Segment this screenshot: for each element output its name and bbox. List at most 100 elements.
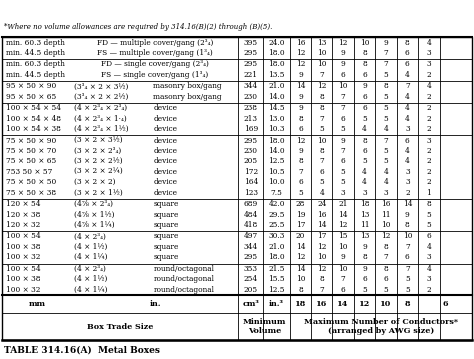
Text: square: square [154,200,179,208]
Text: 5: 5 [405,285,410,294]
Text: 5: 5 [362,115,367,123]
Text: 3: 3 [383,188,388,197]
Text: 4: 4 [362,178,367,186]
Text: 6: 6 [362,104,367,112]
Text: 4: 4 [405,93,410,101]
Text: (3 × 2 × 1½): (3 × 2 × 1½) [73,188,122,197]
Text: 10: 10 [317,49,327,57]
Text: 8: 8 [405,300,410,308]
Text: 5: 5 [383,115,388,123]
Text: 4: 4 [405,71,410,79]
Text: 4: 4 [427,265,431,273]
Text: 5: 5 [383,157,388,165]
Text: (3 × 2 × 3½): (3 × 2 × 3½) [73,136,122,145]
Text: 4: 4 [427,243,431,251]
Text: 5: 5 [341,168,346,176]
Text: 10.5: 10.5 [268,168,285,176]
Text: 5: 5 [362,157,367,165]
Text: 120 × 54: 120 × 54 [6,200,41,208]
Text: 12: 12 [317,243,327,251]
Text: 18.0: 18.0 [268,136,285,145]
Text: square: square [154,221,179,229]
Text: cm³: cm³ [242,300,259,308]
Text: 7: 7 [341,275,346,283]
Text: 120 × 38: 120 × 38 [6,210,41,219]
Text: 3: 3 [427,253,431,261]
Text: 75 × 50 × 50: 75 × 50 × 50 [6,178,56,186]
Text: *Where no volume allowances are required by 314.16(B)(2) through (B)(5).: *Where no volume allowances are required… [4,23,272,31]
Text: (3³₄ × 2 × 3½): (3³₄ × 2 × 3½) [73,82,128,90]
Text: 14.5: 14.5 [268,104,285,112]
Text: 9: 9 [362,265,367,273]
Text: 7: 7 [383,60,388,69]
Text: 6: 6 [405,253,410,261]
Text: 8: 8 [383,243,388,251]
Text: 7: 7 [319,157,324,165]
Text: device: device [154,136,177,145]
Text: 6: 6 [405,49,410,57]
Text: 295: 295 [244,60,258,69]
Text: (4 × 2³₄): (4 × 2³₄) [73,265,106,273]
Text: 19: 19 [296,210,305,219]
Text: 18.0: 18.0 [268,253,285,261]
Bar [2,37,472,340]
Text: 10: 10 [381,221,391,229]
Text: 8: 8 [319,275,324,283]
Text: 344: 344 [244,82,258,90]
Text: 7: 7 [383,49,388,57]
Text: 12: 12 [338,221,348,229]
Text: 353: 353 [244,265,258,273]
Text: 7: 7 [319,71,324,79]
Text: 17: 17 [317,232,327,241]
Text: 7: 7 [319,115,324,123]
Text: 100 × 54 × 54: 100 × 54 × 54 [6,104,61,112]
Text: 10: 10 [338,243,348,251]
Text: 7: 7 [383,136,388,145]
Text: 10: 10 [317,253,327,261]
Text: 42.0: 42.0 [268,200,285,208]
Text: 7: 7 [405,82,410,90]
Text: 164: 164 [244,178,258,186]
Text: 4: 4 [405,104,410,112]
Text: 8: 8 [319,147,324,155]
Text: 75 × 50 × 38: 75 × 50 × 38 [6,188,56,197]
Text: 18.0: 18.0 [268,60,285,69]
Text: 5: 5 [383,285,388,294]
Text: (4 × 1¼): (4 × 1¼) [73,253,107,261]
Text: 12: 12 [338,38,348,47]
Text: 213: 213 [244,115,258,123]
Text: (4⅞ × 1½): (4⅞ × 1½) [73,210,114,219]
Text: in.: in. [149,300,161,308]
Text: 9: 9 [341,253,346,261]
Text: 484: 484 [244,210,258,219]
Text: 6: 6 [362,275,367,283]
Text: 4: 4 [383,168,388,176]
Text: 100 × 54 × 48: 100 × 54 × 48 [6,115,61,123]
Text: (3 × 2 × 2½): (3 × 2 × 2½) [73,157,122,165]
Text: 16: 16 [381,200,391,208]
Text: 3: 3 [405,168,410,176]
Text: 14: 14 [402,200,412,208]
Text: masonry box/gang: masonry box/gang [154,93,222,101]
Text: 13: 13 [360,210,369,219]
Text: 95 × 50 × 90: 95 × 50 × 90 [6,82,56,90]
Text: 5: 5 [383,104,388,112]
Text: min. 60.3 depth: min. 60.3 depth [6,60,65,69]
Text: 6: 6 [427,232,431,241]
Text: 9: 9 [405,210,410,219]
Text: 6: 6 [298,178,303,186]
Text: 4: 4 [362,125,367,133]
Text: 295: 295 [244,136,258,145]
Text: 6: 6 [362,147,367,155]
Text: 9: 9 [298,147,303,155]
Text: 7: 7 [298,168,303,176]
Text: 230: 230 [244,147,258,155]
Text: 10: 10 [360,38,369,47]
Text: 14.0: 14.0 [268,93,285,101]
Text: 6: 6 [319,168,324,176]
Text: 7.5: 7.5 [271,188,283,197]
Text: 12: 12 [359,300,370,308]
Text: 2: 2 [427,168,431,176]
Text: 3: 3 [427,49,431,57]
Text: (4⅞ × 1¼): (4⅞ × 1¼) [73,221,114,229]
